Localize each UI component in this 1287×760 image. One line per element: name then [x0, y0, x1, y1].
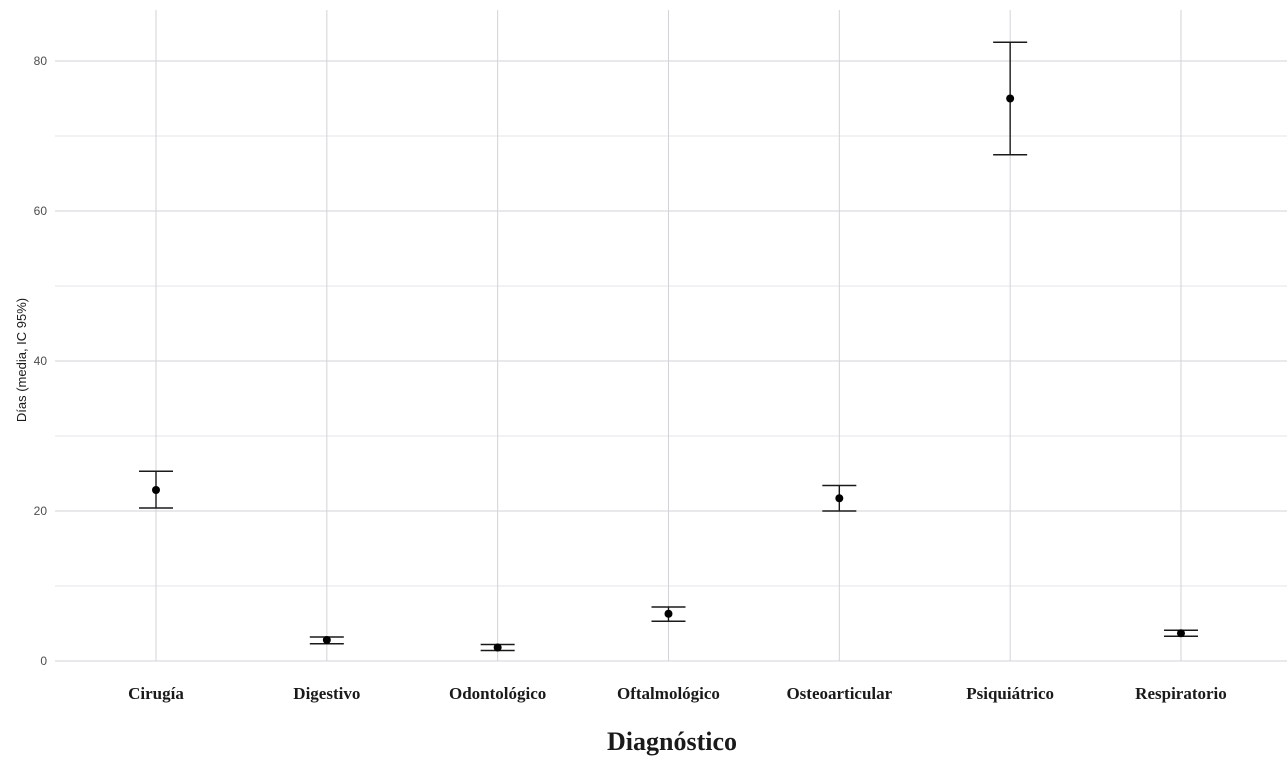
mean-point [1006, 94, 1015, 103]
y-axis-label: Días (media, IC 95%) [14, 298, 29, 422]
errorbar-group [309, 636, 344, 645]
x-tick-label: Digestivo [293, 684, 360, 703]
mean-point [1176, 629, 1185, 638]
errorbar-group [822, 484, 857, 512]
x-tick-label: Respiratorio [1135, 684, 1227, 703]
x-tick-label: Osteoarticular [786, 684, 892, 703]
mean-point [322, 636, 331, 644]
mean-point [152, 486, 160, 494]
grid [55, 10, 1287, 662]
y-tick-label: 40 [34, 354, 48, 368]
errorbar-group [139, 470, 173, 509]
x-tick-label: Oftalmológico [617, 684, 720, 703]
y-tick-label: 60 [34, 204, 48, 218]
errorbar-group [480, 643, 515, 652]
errorbar-group [651, 606, 686, 622]
mean-point [664, 609, 673, 618]
mean-point [493, 643, 502, 652]
errorbar-group [993, 41, 1028, 156]
y-tick-label: 20 [34, 504, 48, 518]
x-axis-ticks: Cirugía Digestivo Odontológico Oftalmológic… [128, 684, 1227, 703]
mean-point [835, 494, 844, 503]
x-tick-label: Odontológico [449, 684, 546, 703]
y-tick-label: 80 [34, 54, 48, 68]
x-axis-label: Diagnóstico [607, 727, 737, 756]
y-tick-label: 0 [40, 654, 47, 668]
x-tick-label: Psiquiátrico [966, 684, 1054, 703]
y-axis-ticks: 0 20 40 60 80 [34, 54, 48, 668]
x-tick-label: Cirugía [128, 684, 184, 703]
errorbar-group [1163, 629, 1198, 638]
data-marks [139, 41, 1198, 652]
